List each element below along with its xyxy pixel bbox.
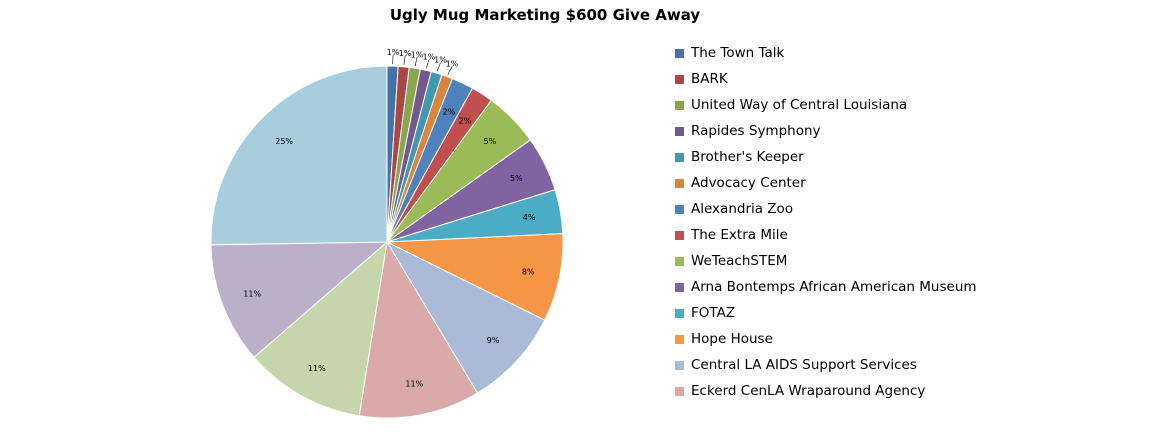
legend-swatch: [675, 152, 684, 162]
legend-label: The Town Talk: [691, 45, 785, 61]
legend-item: Brother's Keeper: [675, 144, 977, 170]
legend-label: Rapides Symphony: [691, 123, 821, 139]
slice-data-label: 1%: [411, 50, 424, 59]
legend-swatch: [675, 48, 684, 58]
slice-leader-line: [436, 62, 441, 72]
slice-data-label: 1%: [434, 56, 447, 65]
pie-slice: [253, 240, 388, 417]
slice-data-label: 5%: [484, 137, 497, 146]
slice-data-label: 25%: [275, 137, 293, 146]
legend-label: Brother's Keeper: [691, 149, 804, 165]
pie-slice: [385, 240, 546, 394]
legend-swatch: [675, 178, 684, 188]
legend-swatch: [675, 126, 684, 136]
legend-swatch: [675, 74, 684, 84]
legend-label: Alexandria Zoo: [691, 201, 794, 217]
legend-label: Advocacy Center: [691, 175, 806, 191]
legend-item: Advocacy Center: [675, 170, 977, 196]
slice-data-label: 1%: [387, 48, 400, 57]
legend-item: United Way of Central Louisiana: [675, 92, 977, 118]
legend-swatch: [675, 360, 684, 370]
slice-data-label: 5%: [510, 174, 523, 183]
pie-slice: [210, 65, 388, 246]
legend-item: Alexandria Zoo: [675, 196, 977, 222]
legend-swatch: [675, 230, 684, 240]
legend-item: Eckerd CenLA Wraparound Agency: [675, 378, 977, 404]
legend-item: FOTAZ: [675, 300, 977, 326]
slice-data-label: 11%: [308, 364, 326, 373]
slice-leader-line: [425, 59, 430, 69]
legend-item: Central LA AIDS Support Services: [675, 352, 977, 378]
legend-label: FOTAZ: [691, 305, 736, 321]
slice-leader-line: [403, 55, 406, 65]
legend-swatch: [675, 334, 684, 344]
slice-leader-line: [414, 57, 418, 67]
legend-swatch: [675, 256, 684, 266]
legend-label: Arna Bontemps African American Museum: [691, 279, 977, 295]
legend-label: WeTeachSTEM: [691, 253, 788, 269]
legend-item: The Town Talk: [675, 40, 977, 66]
pie-slice: [385, 233, 564, 321]
slice-data-label: 1%: [423, 53, 436, 62]
legend-item: The Extra Mile: [675, 222, 977, 248]
legend-swatch: [675, 100, 684, 110]
legend-swatch: [675, 386, 684, 396]
slice-data-label: 11%: [405, 380, 423, 389]
legend-label: United Way of Central Louisiana: [691, 97, 908, 113]
slice-leader-line: [447, 66, 453, 75]
legend-label: Central LA AIDS Support Services: [691, 357, 917, 373]
legend-item: Rapides Symphony: [675, 118, 977, 144]
slice-data-label: 11%: [243, 290, 261, 299]
slice-data-label: 4%: [523, 213, 536, 222]
slice-data-label: 1%: [399, 49, 412, 58]
slice-data-label: 2%: [459, 117, 472, 126]
legend-label: The Extra Mile: [691, 227, 788, 243]
legend-item: WeTeachSTEM: [675, 248, 977, 274]
legend-item: Hope House: [675, 326, 977, 352]
legend-item: BARK: [675, 66, 977, 92]
pie-slice: [358, 240, 479, 419]
legend-label: Hope House: [691, 331, 773, 347]
chart-title: Ugly Mug Marketing $600 Give Away: [389, 6, 701, 24]
slice-data-label: 8%: [522, 268, 535, 277]
legend-label: Eckerd CenLA Wraparound Agency: [691, 383, 926, 399]
chart-legend: The Town Talk BARK United Way of Central L…: [675, 40, 977, 404]
slice-data-label: 1%: [446, 59, 459, 68]
legend-swatch: [675, 204, 684, 214]
legend-item: Arna Bontemps African American Museum: [675, 274, 977, 300]
slice-data-label: 9%: [487, 336, 500, 345]
legend-swatch: [675, 308, 684, 318]
legend-swatch: [675, 282, 684, 292]
slice-data-label: 2%: [443, 108, 456, 117]
legend-label: BARK: [691, 71, 728, 87]
pie-slice: [210, 241, 389, 358]
